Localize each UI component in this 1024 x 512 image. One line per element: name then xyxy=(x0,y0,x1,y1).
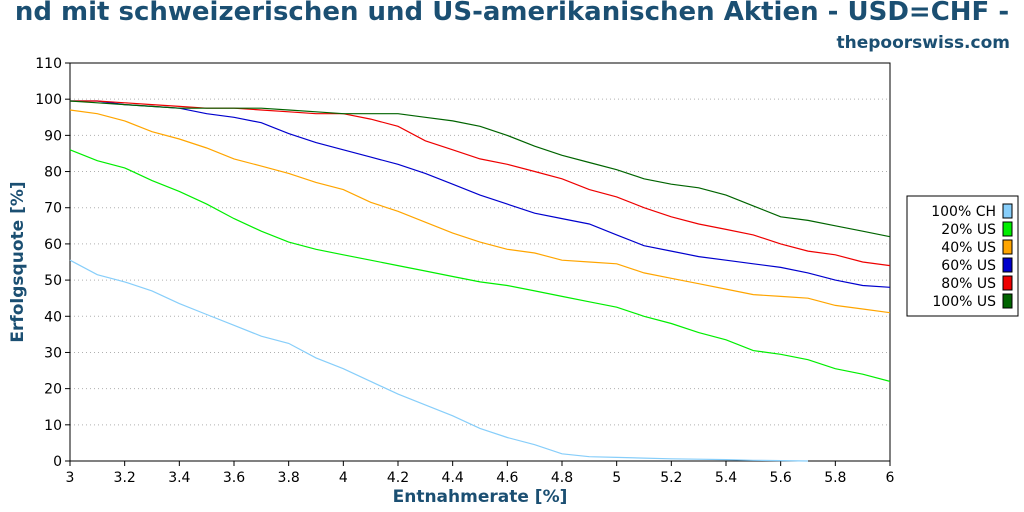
legend-label: 80% US xyxy=(941,276,996,292)
legend-swatch xyxy=(1002,257,1013,273)
y-tick-label: 80 xyxy=(44,165,62,181)
x-axis-title: Entnahmerate [%] xyxy=(393,487,568,507)
y-tick-label: 90 xyxy=(44,128,62,144)
y-tick-label: 100 xyxy=(35,92,62,108)
x-tick-label: 3 xyxy=(66,470,75,486)
x-tick-label: 6 xyxy=(886,470,895,486)
x-tick-label: 5.8 xyxy=(824,470,846,486)
legend-swatch xyxy=(1002,203,1013,219)
x-tick-label: 3.8 xyxy=(278,470,300,486)
x-tick-label: 4.4 xyxy=(442,470,464,486)
y-tick-label: 0 xyxy=(53,454,62,470)
y-tick-label: 20 xyxy=(44,382,62,398)
x-tick-label: 3.6 xyxy=(223,470,245,486)
x-tick-label: 3.2 xyxy=(114,470,136,486)
y-tick-label: 50 xyxy=(44,273,62,289)
x-tick-label: 3.4 xyxy=(168,470,190,486)
y-axis-title: Erfolgsquote [%] xyxy=(8,181,28,342)
legend-label: 60% US xyxy=(941,258,996,274)
gridlines xyxy=(70,62,890,462)
legend-swatch xyxy=(1002,221,1013,237)
legend-label: 20% US xyxy=(941,222,996,238)
x-tick-label: 5 xyxy=(612,470,621,486)
legend-swatch xyxy=(1002,275,1013,291)
y-tick-label: 70 xyxy=(44,201,62,217)
chart-title: nd mit schweizerischen und US-amerikanis… xyxy=(14,0,1010,27)
y-tick-label: 40 xyxy=(44,309,62,325)
axis-ticks: 0 10 20 30 40 50 60 70 80 90 100 110 3 3.2 3.4 3.6 3.8 4 4… xyxy=(35,56,894,486)
y-tick-label: 60 xyxy=(44,237,62,253)
x-tick-label: 5.2 xyxy=(660,470,682,486)
legend-box xyxy=(906,195,1019,317)
legend-label: 40% US xyxy=(941,240,996,256)
plot-area xyxy=(69,62,891,462)
x-tick-label: 4.6 xyxy=(496,470,518,486)
series-line-0 xyxy=(69,259,809,462)
series-line-5 xyxy=(69,100,891,238)
legend-label: 100% CH xyxy=(931,204,996,220)
series-line-3 xyxy=(70,100,891,288)
chart-subtitle: thepoorswiss.com xyxy=(836,33,1011,53)
legend: 100% CH 20% US 40% US 60% US 80% US 100% US xyxy=(906,195,1019,317)
x-tick-label: 4 xyxy=(339,470,348,486)
legend-label: 100% US xyxy=(932,294,996,310)
y-tick-label: 110 xyxy=(35,56,62,72)
y-tick-label: 30 xyxy=(44,345,62,361)
series-line-1 xyxy=(69,149,891,382)
x-tick-label: 5.4 xyxy=(715,470,737,486)
x-tick-label: 5.6 xyxy=(770,470,792,486)
series-line-2 xyxy=(69,109,891,314)
x-tick-label: 4.8 xyxy=(551,470,573,486)
legend-swatch xyxy=(1002,293,1013,309)
y-tick-label: 10 xyxy=(44,418,62,434)
series-lines xyxy=(69,100,891,462)
x-tick-label: 4.2 xyxy=(387,470,409,486)
legend-swatch xyxy=(1002,239,1013,255)
